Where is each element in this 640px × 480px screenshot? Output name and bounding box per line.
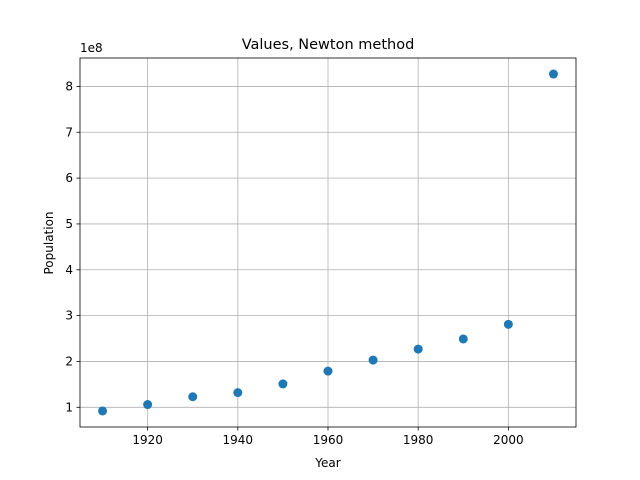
y-tick-label: 1 xyxy=(65,400,73,414)
y-axis-offset-label: 1e8 xyxy=(80,41,103,55)
grid xyxy=(80,58,576,427)
y-tick-label: 4 xyxy=(65,263,73,277)
y-axis-ticks: 1 2 3 4 5 6 7 8 xyxy=(65,79,80,414)
data-point xyxy=(503,319,513,329)
data-point xyxy=(458,334,468,344)
data-point xyxy=(323,366,333,376)
chart-title: Values, Newton method xyxy=(242,37,415,53)
data-point xyxy=(278,379,288,389)
data-points xyxy=(98,69,558,416)
y-tick-label: 7 xyxy=(65,125,73,139)
y-axis-label: Population xyxy=(42,211,56,274)
y-tick-label: 3 xyxy=(65,309,73,323)
data-point xyxy=(98,406,108,416)
x-axis-ticks: 1920 1940 1960 1980 2000 xyxy=(132,427,524,447)
y-tick-label: 6 xyxy=(65,171,73,185)
y-tick-label: 5 xyxy=(65,217,73,231)
data-point xyxy=(413,344,423,354)
y-tick-label: 2 xyxy=(65,354,73,368)
data-point xyxy=(233,388,243,398)
data-point xyxy=(368,355,378,365)
x-tick-label: 1980 xyxy=(403,433,434,447)
x-tick-label: 1960 xyxy=(313,433,344,447)
y-tick-label: 8 xyxy=(65,79,73,93)
x-tick-label: 1920 xyxy=(132,433,163,447)
data-point xyxy=(143,400,153,410)
data-point xyxy=(188,392,198,402)
x-tick-label: 2000 xyxy=(493,433,524,447)
data-point xyxy=(548,69,558,79)
x-tick-label: 1940 xyxy=(223,433,254,447)
x-axis-label: Year xyxy=(314,456,340,470)
